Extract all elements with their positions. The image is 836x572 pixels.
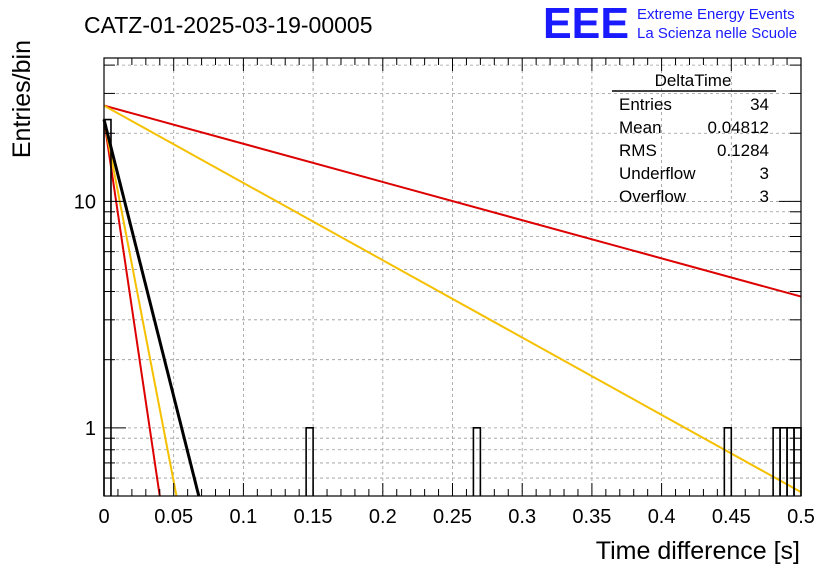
eee-logo-line2: La Scienza nelle Scuole (637, 25, 797, 42)
x-tick-label: 0.05 (154, 506, 193, 528)
stats-box: DeltaTime Entries 34 Mean 0.04812 RMS 0.1284 U… (612, 71, 776, 206)
x-tick-label: 0.3 (508, 506, 536, 528)
x-tick-label: 0.2 (369, 506, 397, 528)
y-axis-label: Entries/bin (8, 40, 36, 158)
eee-logo-line1: Extreme Energy Events (637, 6, 795, 23)
fit-line-2 (103, 104, 802, 494)
histogram-bin-3 (472, 427, 482, 496)
stats-value-mean: 0.04812 (708, 118, 769, 137)
stats-label-overflow: Overflow (619, 187, 687, 206)
y-tick-label: 10 (74, 191, 96, 213)
x-tick-label: 0 (98, 506, 109, 528)
fit-line-5 (102, 119, 201, 497)
fit-line-4 (103, 119, 178, 497)
histogram-bin-2 (305, 427, 314, 496)
x-axis-label: Time difference [s] (596, 537, 800, 565)
stats-value-underflow: 3 (760, 164, 769, 183)
x-tick-label: 0.5 (787, 506, 815, 528)
grid-lines (104, 58, 801, 496)
eee-logo: EEE Extreme Energy Events La Scienza nel… (543, 0, 797, 48)
x-tick-label: 0.45 (712, 506, 751, 528)
stats-label-underflow: Underflow (619, 164, 696, 183)
x-tick-label: 0.35 (572, 506, 611, 528)
stats-label-entries: Entries (619, 95, 672, 114)
y-axis-ticks: 1 10 (74, 64, 801, 497)
x-tick-label: 0.1 (229, 506, 257, 528)
x-tick-label: 0.4 (648, 506, 676, 528)
x-tick-label: 0.15 (294, 506, 333, 528)
x-axis-ticks: 0 0.05 0.1 0.15 0.2 0.25 0.3 0.35 0.4 0.45 0.5 (98, 58, 815, 528)
fit-line-3 (103, 119, 161, 497)
stats-rows: Entries 34 Mean 0.04812 RMS 0.1284 Underflow 3 O… (619, 95, 769, 206)
stats-label-rms: RMS (619, 141, 657, 160)
run-title: CATZ-01-2025-03-19-00005 (84, 12, 373, 38)
stats-value-rms: 0.1284 (717, 141, 769, 160)
eee-logo-mark: EEE (543, 0, 629, 48)
y-tick-label: 1 (85, 418, 96, 440)
stats-label-mean: Mean (619, 118, 662, 137)
stats-box-title: DeltaTime (655, 71, 732, 90)
histogram-bin-4 (723, 427, 733, 496)
x-tick-label: 0.25 (433, 506, 472, 528)
fit-line-1 (103, 104, 802, 298)
fit-curves (102, 104, 802, 497)
stats-value-overflow: 3 (760, 187, 769, 206)
stats-value-entries: 34 (750, 95, 769, 114)
